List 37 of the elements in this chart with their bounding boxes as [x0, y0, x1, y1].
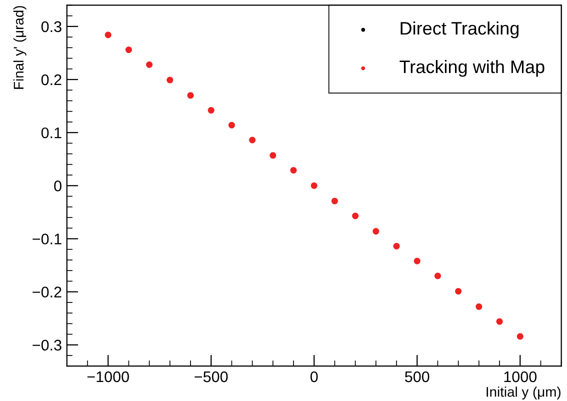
point — [228, 122, 235, 128]
point — [414, 258, 420, 264]
point — [372, 228, 380, 235]
point — [434, 272, 441, 280]
x-tick-label: 1000 — [504, 371, 537, 382]
y-tick-label: −0.2 — [32, 286, 62, 298]
y-tick-label: 0.2 — [41, 74, 62, 86]
point — [249, 136, 256, 144]
point — [166, 76, 174, 84]
y-tick-label: −0.1 — [32, 234, 62, 244]
point — [104, 32, 112, 38]
point — [270, 152, 276, 159]
point — [476, 303, 482, 310]
point — [455, 288, 462, 295]
point — [352, 212, 359, 220]
point — [125, 46, 132, 54]
point — [310, 182, 318, 189]
legend-label: Tracking with Map — [400, 60, 544, 77]
x-tick-label: −500 — [194, 371, 228, 382]
point — [208, 107, 214, 114]
y-tick-label: 0.1 — [41, 127, 62, 138]
y-axis-title: Final y' (μrad) — [13, 6, 26, 89]
y-tick-label: 0 — [54, 180, 62, 192]
x-tick-label: 0 — [310, 371, 318, 382]
point — [516, 333, 524, 340]
point — [496, 318, 503, 325]
x-tick-label: −1000 — [87, 371, 129, 382]
point — [146, 61, 153, 68]
point — [393, 242, 400, 250]
y-tick-label: 0.3 — [41, 21, 62, 32]
x-tick-label: 500 — [404, 371, 430, 382]
x-axis-title: Initial y (μm) — [486, 386, 560, 400]
y-tick-label: −0.3 — [32, 340, 62, 351]
legend-label: Direct Tracking — [400, 21, 519, 38]
point — [290, 167, 297, 174]
point — [331, 198, 338, 204]
point — [187, 92, 194, 99]
